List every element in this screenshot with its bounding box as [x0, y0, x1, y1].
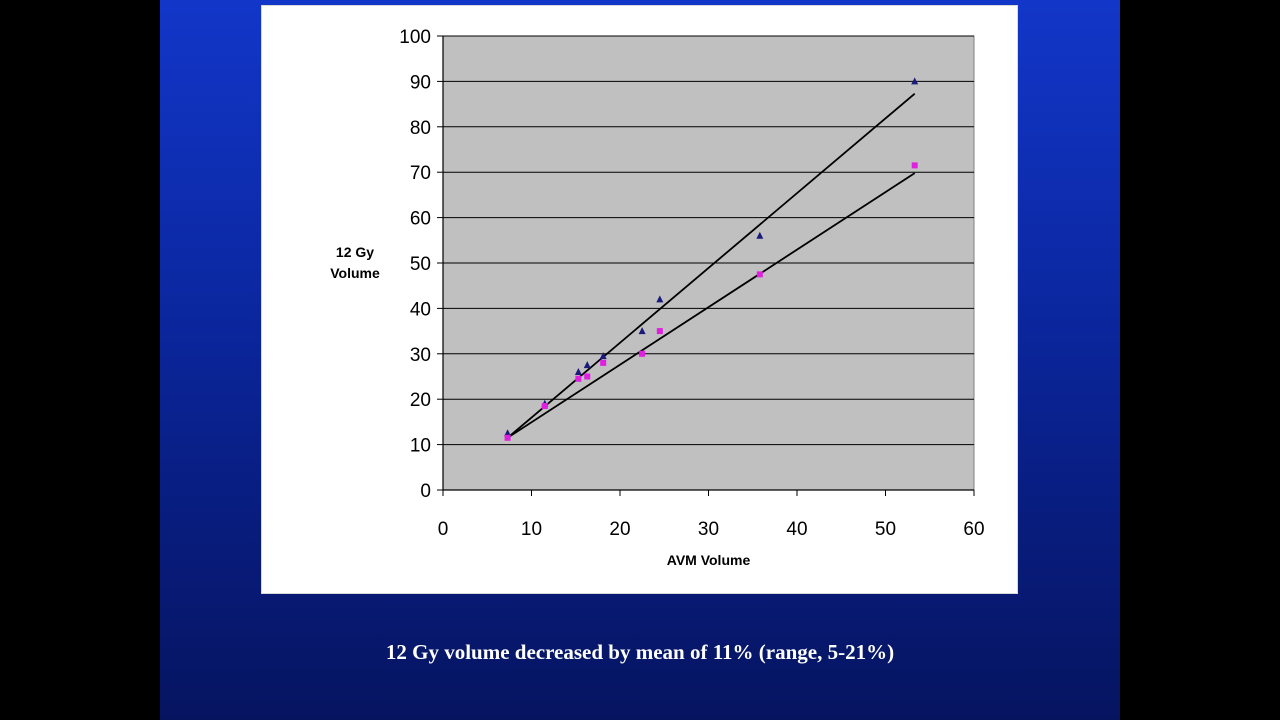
scatter-chart: 0 10 20 30 40 50 60 70 80 90 100 0 10 20 30 40 50 60 AVM…	[330, 27, 985, 568]
triangle-point	[756, 231, 764, 239]
x-tick-label: 30	[698, 519, 719, 540]
grid-lines	[437, 35, 974, 491]
x-tick-label: 10	[521, 519, 542, 540]
square-point	[575, 375, 582, 382]
y-axis-title-line-1: 12 Gy	[336, 244, 374, 260]
square-point	[584, 373, 591, 380]
x-tick-label: 50	[875, 519, 896, 540]
y-tick-label: 0	[420, 481, 431, 502]
y-tick-label: 90	[410, 72, 431, 93]
triangle-point	[638, 327, 646, 335]
data-points	[504, 77, 919, 441]
trendline	[507, 172, 916, 439]
triangle-point	[583, 361, 591, 369]
square-point	[639, 350, 646, 357]
y-tick-labels: 0 10 20 30 40 50 60 70 80 90 100	[399, 27, 431, 502]
square-point	[541, 403, 548, 410]
triangle-point	[574, 367, 582, 375]
chart-panel: 0 10 20 30 40 50 60 70 80 90 100 0 10 20 30 40 50 60 AVM…	[261, 5, 1018, 594]
x-tick-label: 60	[963, 519, 984, 540]
y-tick-label: 100	[399, 27, 431, 48]
axes	[442, 36, 975, 496]
y-tick-label: 20	[410, 390, 431, 411]
x-axis-title: AVM Volume	[667, 552, 751, 568]
x-tick-label: 0	[438, 519, 449, 540]
triangle-point	[504, 429, 512, 437]
x-tick-labels: 0 10 20 30 40 50 60	[438, 519, 985, 540]
triangle-point	[911, 77, 919, 85]
y-tick-label: 70	[410, 163, 431, 184]
y-tick-label: 40	[410, 299, 431, 320]
square-point	[504, 434, 511, 441]
y-tick-label: 80	[410, 118, 431, 139]
y-tick-label: 60	[410, 209, 431, 230]
slide-caption: 12 Gy volume decreased by mean of 11% (r…	[385, 640, 895, 664]
x-tick-label: 40	[786, 519, 807, 540]
square-point	[656, 328, 663, 335]
triangle-point	[599, 352, 607, 360]
triangle-point	[656, 295, 664, 303]
square-point	[911, 162, 918, 169]
y-tick-label: 30	[410, 345, 431, 366]
square-point	[600, 359, 607, 366]
slide-background: 0 10 20 30 40 50 60 70 80 90 100 0 10 20 30 40 50 60 AVM…	[160, 0, 1120, 720]
y-axis-title-line-2: Volume	[330, 265, 380, 281]
x-tick-label: 20	[609, 519, 630, 540]
square-point	[756, 271, 763, 278]
y-tick-label: 50	[410, 254, 431, 275]
y-tick-label: 10	[410, 436, 431, 457]
